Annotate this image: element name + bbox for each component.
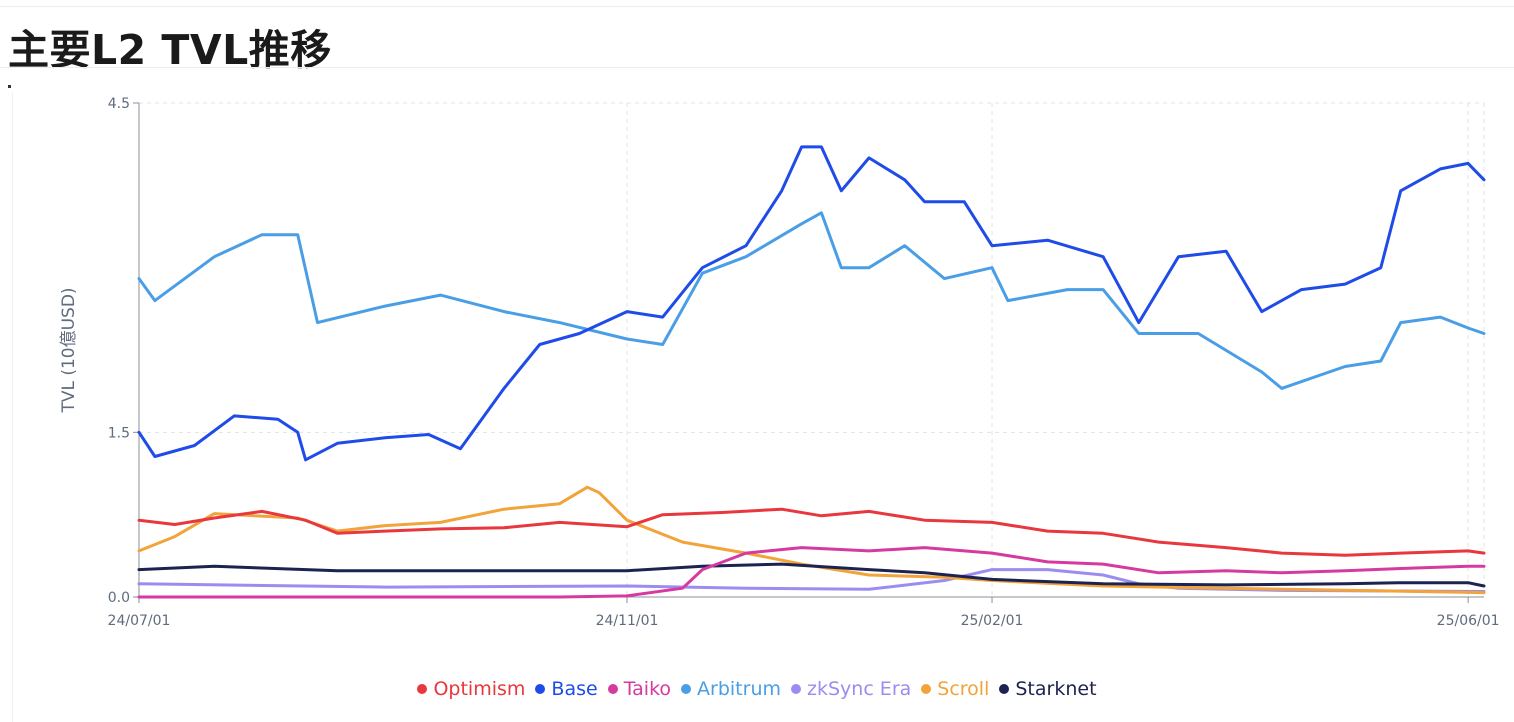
legend-item[interactable]: Starknet xyxy=(999,678,1097,700)
legend-label: Base xyxy=(551,678,598,700)
legend-label: Taiko xyxy=(623,678,672,700)
page-title: 主要L2 TVL推移 xyxy=(8,26,332,74)
series-line-starknet xyxy=(137,562,1486,588)
series-line-optimism xyxy=(137,507,1486,557)
series-line-arbitrum xyxy=(137,211,1486,390)
gridlines xyxy=(139,102,1485,597)
x-tick-label: 25/06/01 xyxy=(1437,613,1500,629)
top-divider xyxy=(0,6,1514,7)
x-tick-label: 24/11/01 xyxy=(596,613,659,629)
legend-dot xyxy=(791,684,801,694)
panel-marker xyxy=(8,85,11,88)
legend-item[interactable]: Taiko xyxy=(607,678,672,700)
legend-dot xyxy=(607,684,618,694)
x-tick-label: 25/02/01 xyxy=(961,613,1024,629)
y-tick-label: 1.5 xyxy=(108,425,130,441)
series-line-taiko xyxy=(137,546,1486,599)
legend-label: Optimism xyxy=(433,678,526,700)
legend-item[interactable]: zkSync Era xyxy=(791,678,911,700)
legend-dot xyxy=(681,684,692,694)
legend-item[interactable]: Base xyxy=(535,678,598,700)
legend-label: Starknet xyxy=(1015,678,1097,700)
series-lines xyxy=(137,145,1486,599)
legend-item[interactable]: Scroll xyxy=(921,678,989,700)
legend-label: zkSync Era xyxy=(807,678,912,700)
series-line-scroll xyxy=(137,485,1486,595)
legend-item[interactable]: Arbitrum xyxy=(681,678,781,700)
legend-dot xyxy=(535,684,546,694)
legend-item[interactable]: Optimism xyxy=(417,678,525,700)
legend-label: Scroll xyxy=(937,678,990,700)
legend-dot xyxy=(999,684,1010,694)
y-tick-label: 4.5 xyxy=(108,96,130,112)
legend-dot xyxy=(921,684,932,694)
title-divider xyxy=(0,67,1514,68)
y-tick-label: 0.0 xyxy=(108,590,130,606)
x-tick-label: 24/07/01 xyxy=(108,613,171,629)
legend-dot xyxy=(417,684,428,694)
legend-label: Arbitrum xyxy=(697,678,781,700)
chart-legend: Optimism Base Taiko Arbitrum zkSync Era Scrol… xyxy=(0,678,1514,700)
panel-edge xyxy=(12,92,13,722)
y-axis-label: TVL (10億USD) xyxy=(59,287,79,413)
series-line-base xyxy=(137,145,1486,462)
